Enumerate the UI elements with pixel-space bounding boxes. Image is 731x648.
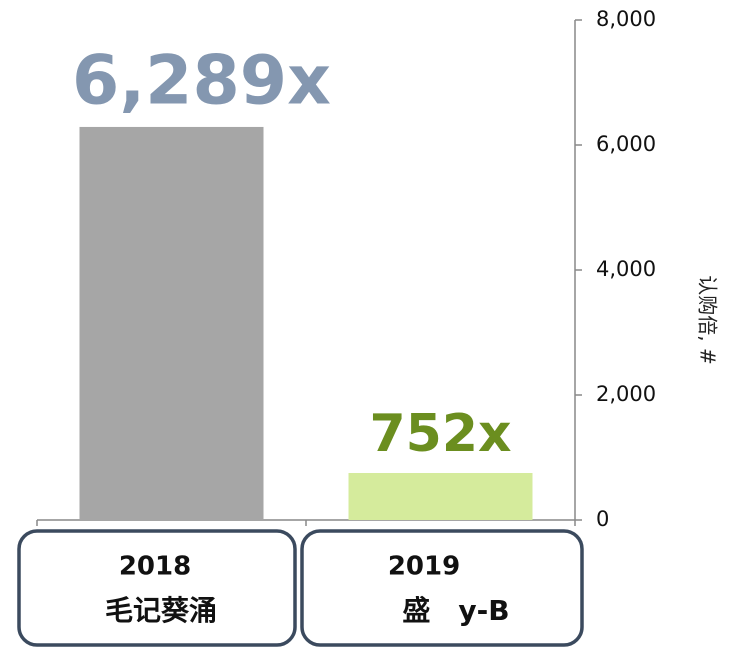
- value-label: 752x: [369, 404, 511, 464]
- y-tick-label: 4,000: [596, 257, 656, 281]
- category-box: [17, 529, 297, 647]
- category-box: [300, 529, 584, 647]
- y-tick-label: 0: [596, 507, 609, 531]
- x-tick-label: 2018: [119, 552, 191, 582]
- bar: [348, 473, 533, 520]
- y-tick-label: 2,000: [596, 382, 656, 406]
- bar: [79, 126, 264, 520]
- value-label: 6,289x: [72, 41, 331, 120]
- x-tick-label: 2019: [388, 552, 460, 582]
- y-axis-label: 认购倍, #: [696, 275, 720, 364]
- y-tick-label: 6,000: [596, 132, 656, 156]
- y-tick-label: 8,000: [596, 7, 656, 31]
- x-tick-label: 毛记葵涌: [105, 594, 217, 627]
- x-tick-label: 盛 y-B: [402, 594, 509, 627]
